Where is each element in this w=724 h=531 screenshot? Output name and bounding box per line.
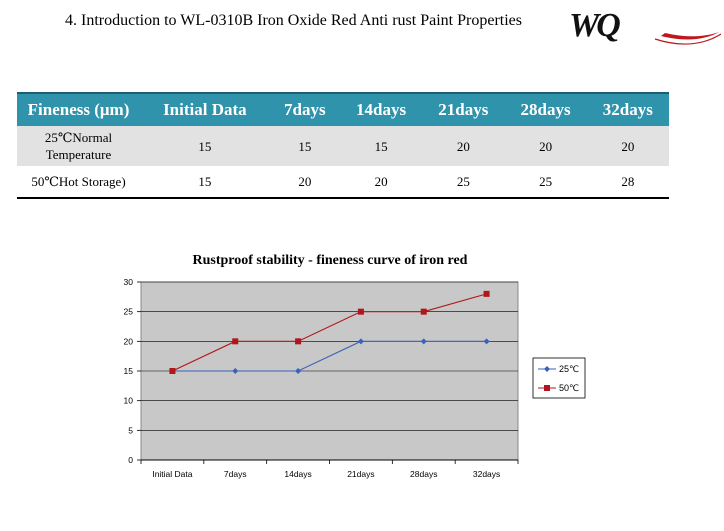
x-tick-label: 28days xyxy=(410,469,437,479)
data-point xyxy=(483,338,490,345)
x-tick-label: 14days xyxy=(284,469,311,479)
col-header-7days: 7days xyxy=(269,92,340,126)
x-tick-label: Initial Data xyxy=(152,469,192,479)
y-tick-label: 25 xyxy=(124,307,134,317)
logo-text: WQ xyxy=(569,7,620,44)
data-point xyxy=(357,338,364,345)
y-tick-label: 30 xyxy=(124,277,134,287)
table-cell: 15 xyxy=(269,126,340,166)
table-header-row: Fineness (μm) Initial Data 7days 14days … xyxy=(17,92,669,126)
row-label-line1: 25℃Normal xyxy=(44,130,113,145)
data-point xyxy=(169,368,176,374)
company-logo: WQ xyxy=(569,7,721,45)
table-cell: 15 xyxy=(140,126,270,166)
chart-legend xyxy=(532,357,586,399)
row-label-line2: Temperature xyxy=(45,147,112,162)
page-heading: 4. Introduction to WL-0310B Iron Oxide R… xyxy=(65,12,522,29)
chart-canvas: 0 5 10 15 20 25 30 Initial Data 7days 14days 21day… xyxy=(124,277,586,479)
col-header-28days: 28days xyxy=(504,92,587,126)
col-header-32days: 32days xyxy=(586,92,669,126)
legend-marker xyxy=(544,385,550,391)
y-tick-label: 10 xyxy=(124,396,134,406)
data-point xyxy=(420,308,427,315)
y-tick-label: 20 xyxy=(124,336,134,346)
data-point xyxy=(232,338,239,345)
data-point xyxy=(420,338,427,345)
table-cell: 20 xyxy=(339,166,423,199)
col-header-14days: 14days xyxy=(339,92,423,126)
table-row: 50℃Hot Storage) 15 20 20 25 25 28 xyxy=(17,166,669,199)
table-cell: 20 xyxy=(422,126,505,166)
series-line xyxy=(172,340,487,372)
table-cell: 15 xyxy=(339,126,423,166)
data-point xyxy=(232,368,239,374)
row-label-25c: 25℃Normal Temperature xyxy=(17,126,140,166)
table-cell: 25 xyxy=(504,166,587,199)
table-cell: 28 xyxy=(586,166,669,199)
table-cell: 15 xyxy=(140,166,270,199)
legend-label: 25℃ xyxy=(559,364,579,374)
table-cell: 20 xyxy=(269,166,340,199)
series-line xyxy=(172,293,487,372)
fineness-chart: Rustproof stability - fineness curve of … xyxy=(104,245,604,495)
col-header-initial: Initial Data xyxy=(140,92,270,126)
y-tick-label: 15 xyxy=(124,366,134,376)
col-header-21days: 21days xyxy=(422,92,505,126)
data-point xyxy=(295,368,302,374)
legend-marker xyxy=(544,366,550,372)
data-point xyxy=(295,338,302,345)
data-point xyxy=(357,308,364,315)
y-tick-label: 5 xyxy=(128,425,133,435)
data-point xyxy=(483,290,490,297)
properties-table: Fineness (μm) Initial Data 7days 14days … xyxy=(17,92,669,199)
table-cell: 25 xyxy=(422,166,505,199)
row-label-50c: 50℃Hot Storage) xyxy=(17,166,140,199)
x-tick-label: 21days xyxy=(347,469,374,479)
chart-title: Rustproof stability - fineness curve of … xyxy=(192,253,468,268)
table-cell: 20 xyxy=(586,126,669,166)
table-cell: 20 xyxy=(504,126,587,166)
table-row: 25℃Normal Temperature 15 15 15 20 20 20 xyxy=(17,126,669,166)
x-tick-label: 7days xyxy=(224,469,247,479)
y-tick-label: 0 xyxy=(128,455,133,465)
col-header-fineness: Fineness (μm) xyxy=(17,92,140,126)
legend-label: 50℃ xyxy=(559,383,579,393)
x-tick-label: 32days xyxy=(473,469,500,479)
